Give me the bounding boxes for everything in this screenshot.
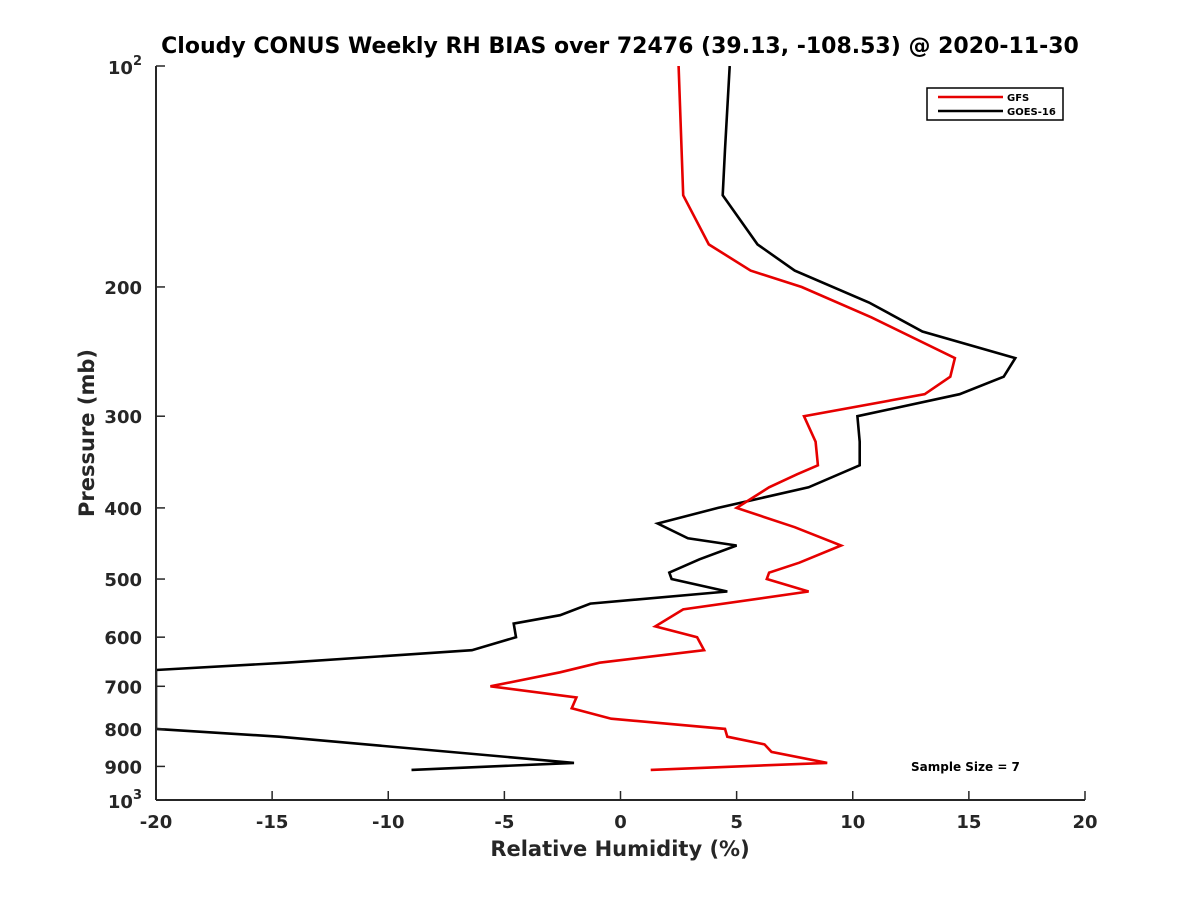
x-tick-label: -20 [140, 812, 173, 833]
y-tick-base: 10 [108, 792, 133, 813]
sample-size-annotation: Sample Size = 7 [911, 760, 1020, 774]
y-tick-label: 700 [104, 677, 142, 698]
legend: GFS GOES-16 [926, 87, 1064, 121]
y-tick-label: 102 [108, 54, 142, 79]
y-tick-label: 103 [108, 788, 142, 813]
y-tick-label: 200 [104, 278, 142, 299]
chart-title: Cloudy CONUS Weekly RH BIAS over 72476 (… [161, 34, 1079, 59]
y-tick-label: 600 [104, 628, 142, 649]
y-tick-label: 900 [104, 757, 142, 778]
x-tick-label: -10 [372, 812, 405, 833]
y-tick-label: 500 [104, 570, 142, 591]
x-tick-label: -15 [256, 812, 289, 833]
legend-box [926, 87, 1064, 121]
series-line-goes16 [156, 66, 1018, 772]
y-tick-base: 10 [108, 58, 133, 79]
y-tick-label: 800 [104, 720, 142, 741]
y-tick-exponent: 2 [133, 54, 142, 69]
x-tick-label: 20 [1072, 812, 1097, 833]
y-tick-label: 400 [104, 499, 142, 520]
x-tick-label: 5 [730, 812, 743, 833]
x-tick-label: 15 [956, 812, 981, 833]
x-ticks: -20 -15 -10 -5 0 5 10 15 20 [140, 791, 1098, 833]
y-axis-label: Pressure (mb) [75, 349, 99, 517]
x-axis-label: Relative Humidity (%) [490, 837, 749, 861]
legend-label-gfs: GFS [1007, 93, 1029, 104]
legend-label-goes16: GOES-16 [1007, 107, 1056, 118]
x-tick-label: -5 [494, 812, 514, 833]
x-tick-label: 0 [614, 812, 627, 833]
y-tick-label: 300 [104, 407, 142, 428]
x-tick-label: 10 [840, 812, 865, 833]
series-layer [156, 66, 1018, 772]
series-line-gfs [490, 66, 957, 772]
y-tick-exponent: 3 [133, 788, 142, 803]
plot-area [156, 66, 1085, 800]
